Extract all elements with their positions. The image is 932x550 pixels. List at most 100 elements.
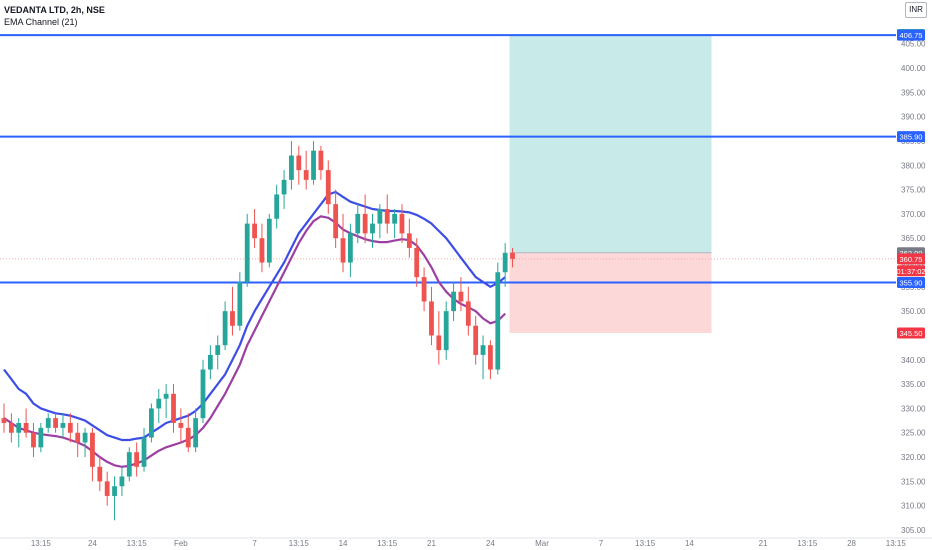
candle-body[interactable] — [126, 452, 132, 477]
price-axis-label: 360.75 — [897, 253, 925, 265]
candle-body[interactable] — [473, 325, 479, 355]
candle-body[interactable] — [325, 170, 331, 205]
candle-body[interactable] — [171, 393, 176, 424]
candle-body[interactable] — [451, 291, 456, 312]
candle-body[interactable] — [1, 418, 7, 424]
candle-body[interactable] — [104, 481, 110, 496]
candle-body[interactable] — [200, 369, 206, 419]
candle-body[interactable] — [53, 418, 58, 428]
candle-body[interactable] — [45, 418, 51, 428]
candle-body[interactable] — [392, 213, 398, 224]
x-tick-label: Mar — [535, 539, 549, 548]
candle-body[interactable] — [38, 427, 44, 448]
candle-body[interactable] — [480, 345, 486, 355]
candle-body[interactable] — [141, 437, 147, 467]
candle-body[interactable] — [347, 233, 353, 263]
x-tick-label: 21 — [427, 539, 436, 548]
y-tick-label: 315.00 — [901, 477, 926, 486]
candle-body[interactable] — [274, 194, 280, 219]
y-tick-label: 320.00 — [901, 453, 926, 462]
candle-body[interactable] — [90, 432, 95, 467]
candle-body[interactable] — [119, 476, 125, 487]
candle-body[interactable] — [252, 223, 257, 239]
x-tick-label: Feb — [174, 539, 188, 548]
candle-body[interactable] — [436, 335, 442, 351]
candle-body[interactable] — [75, 432, 81, 443]
candle-body[interactable] — [399, 213, 405, 234]
candle-body[interactable] — [296, 155, 302, 171]
candle-body[interactable] — [23, 423, 29, 433]
candle-body[interactable] — [333, 204, 339, 239]
x-tick-label: 7 — [252, 539, 257, 548]
candle-body[interactable] — [97, 466, 103, 482]
indicator-label[interactable]: EMA Channel (21) — [4, 17, 78, 27]
candle-body[interactable] — [134, 452, 140, 467]
chart-legend: VEDANTA LTD, 2h, NSE EMA Channel (21) — [4, 4, 105, 28]
candle-body[interactable] — [502, 252, 508, 273]
price-axis-label-text: 385.90 — [900, 133, 923, 142]
candle-body[interactable] — [303, 170, 309, 180]
candle-body[interactable] — [193, 418, 199, 448]
price-axis-label-bg — [897, 131, 925, 143]
candle-body[interactable] — [230, 311, 235, 326]
candle-body[interactable] — [112, 486, 117, 496]
candle-body[interactable] — [377, 209, 383, 224]
ema-lower-line — [3, 215, 506, 468]
candle-body[interactable] — [67, 423, 73, 433]
candle-body[interactable] — [31, 432, 36, 448]
candle-body[interactable] — [60, 423, 66, 428]
y-tick-label: 395.00 — [901, 88, 926, 97]
candle-body[interactable] — [281, 179, 287, 195]
candle-body[interactable] — [215, 345, 221, 355]
candle-body[interactable] — [163, 393, 169, 399]
stop-zone[interactable] — [509, 252, 712, 334]
candle-body[interactable] — [82, 432, 88, 443]
y-tick-label: 390.00 — [901, 113, 926, 122]
candle-body[interactable] — [266, 218, 272, 263]
candle-body[interactable] — [244, 223, 250, 282]
y-tick-label: 400.00 — [901, 64, 926, 73]
target-zone[interactable] — [509, 34, 712, 253]
y-tick-label: 365.00 — [901, 234, 926, 243]
candle-body[interactable] — [289, 155, 294, 180]
y-tick-label: 380.00 — [901, 161, 926, 170]
candle-body[interactable] — [384, 209, 390, 224]
candle-body[interactable] — [443, 311, 449, 351]
candle-body[interactable] — [495, 272, 501, 370]
candle-body[interactable] — [458, 291, 464, 302]
candle-body[interactable] — [16, 423, 22, 433]
candle-body[interactable] — [362, 213, 368, 234]
candle-body[interactable] — [156, 398, 162, 409]
price-axis-label-bg — [897, 253, 925, 265]
candle-body[interactable] — [149, 408, 154, 438]
candle-body[interactable] — [318, 150, 324, 171]
y-tick-label: 375.00 — [901, 186, 926, 195]
candle-body[interactable] — [259, 238, 265, 263]
candle-body[interactable] — [421, 277, 427, 302]
candle-body[interactable] — [222, 311, 228, 346]
candle-body[interactable] — [185, 427, 191, 448]
candle-body[interactable] — [311, 150, 316, 180]
candle-body[interactable] — [237, 281, 243, 326]
price-axis-label: 345.50 — [897, 327, 925, 339]
candle-body[interactable] — [465, 301, 471, 326]
y-tick-label: 370.00 — [901, 210, 926, 219]
candle-body[interactable] — [8, 423, 14, 433]
candle-body[interactable] — [207, 354, 213, 370]
candle-body[interactable] — [510, 252, 515, 259]
candle-body[interactable] — [488, 345, 493, 370]
candle-body[interactable] — [414, 247, 420, 278]
candle-body[interactable] — [355, 213, 361, 234]
currency-badge[interactable]: INR — [905, 2, 927, 18]
symbol-title[interactable]: VEDANTA LTD, 2h, NSE — [4, 5, 105, 15]
candle-body[interactable] — [370, 223, 375, 234]
candle-body[interactable] — [178, 423, 184, 428]
x-tick-label: 13:15 — [635, 539, 656, 548]
x-tick-label: 24 — [486, 539, 495, 548]
candle-body[interactable] — [340, 238, 346, 263]
price-axis-label-bg — [897, 29, 925, 41]
candle-body[interactable] — [429, 301, 434, 336]
candle-body[interactable] — [406, 233, 412, 248]
